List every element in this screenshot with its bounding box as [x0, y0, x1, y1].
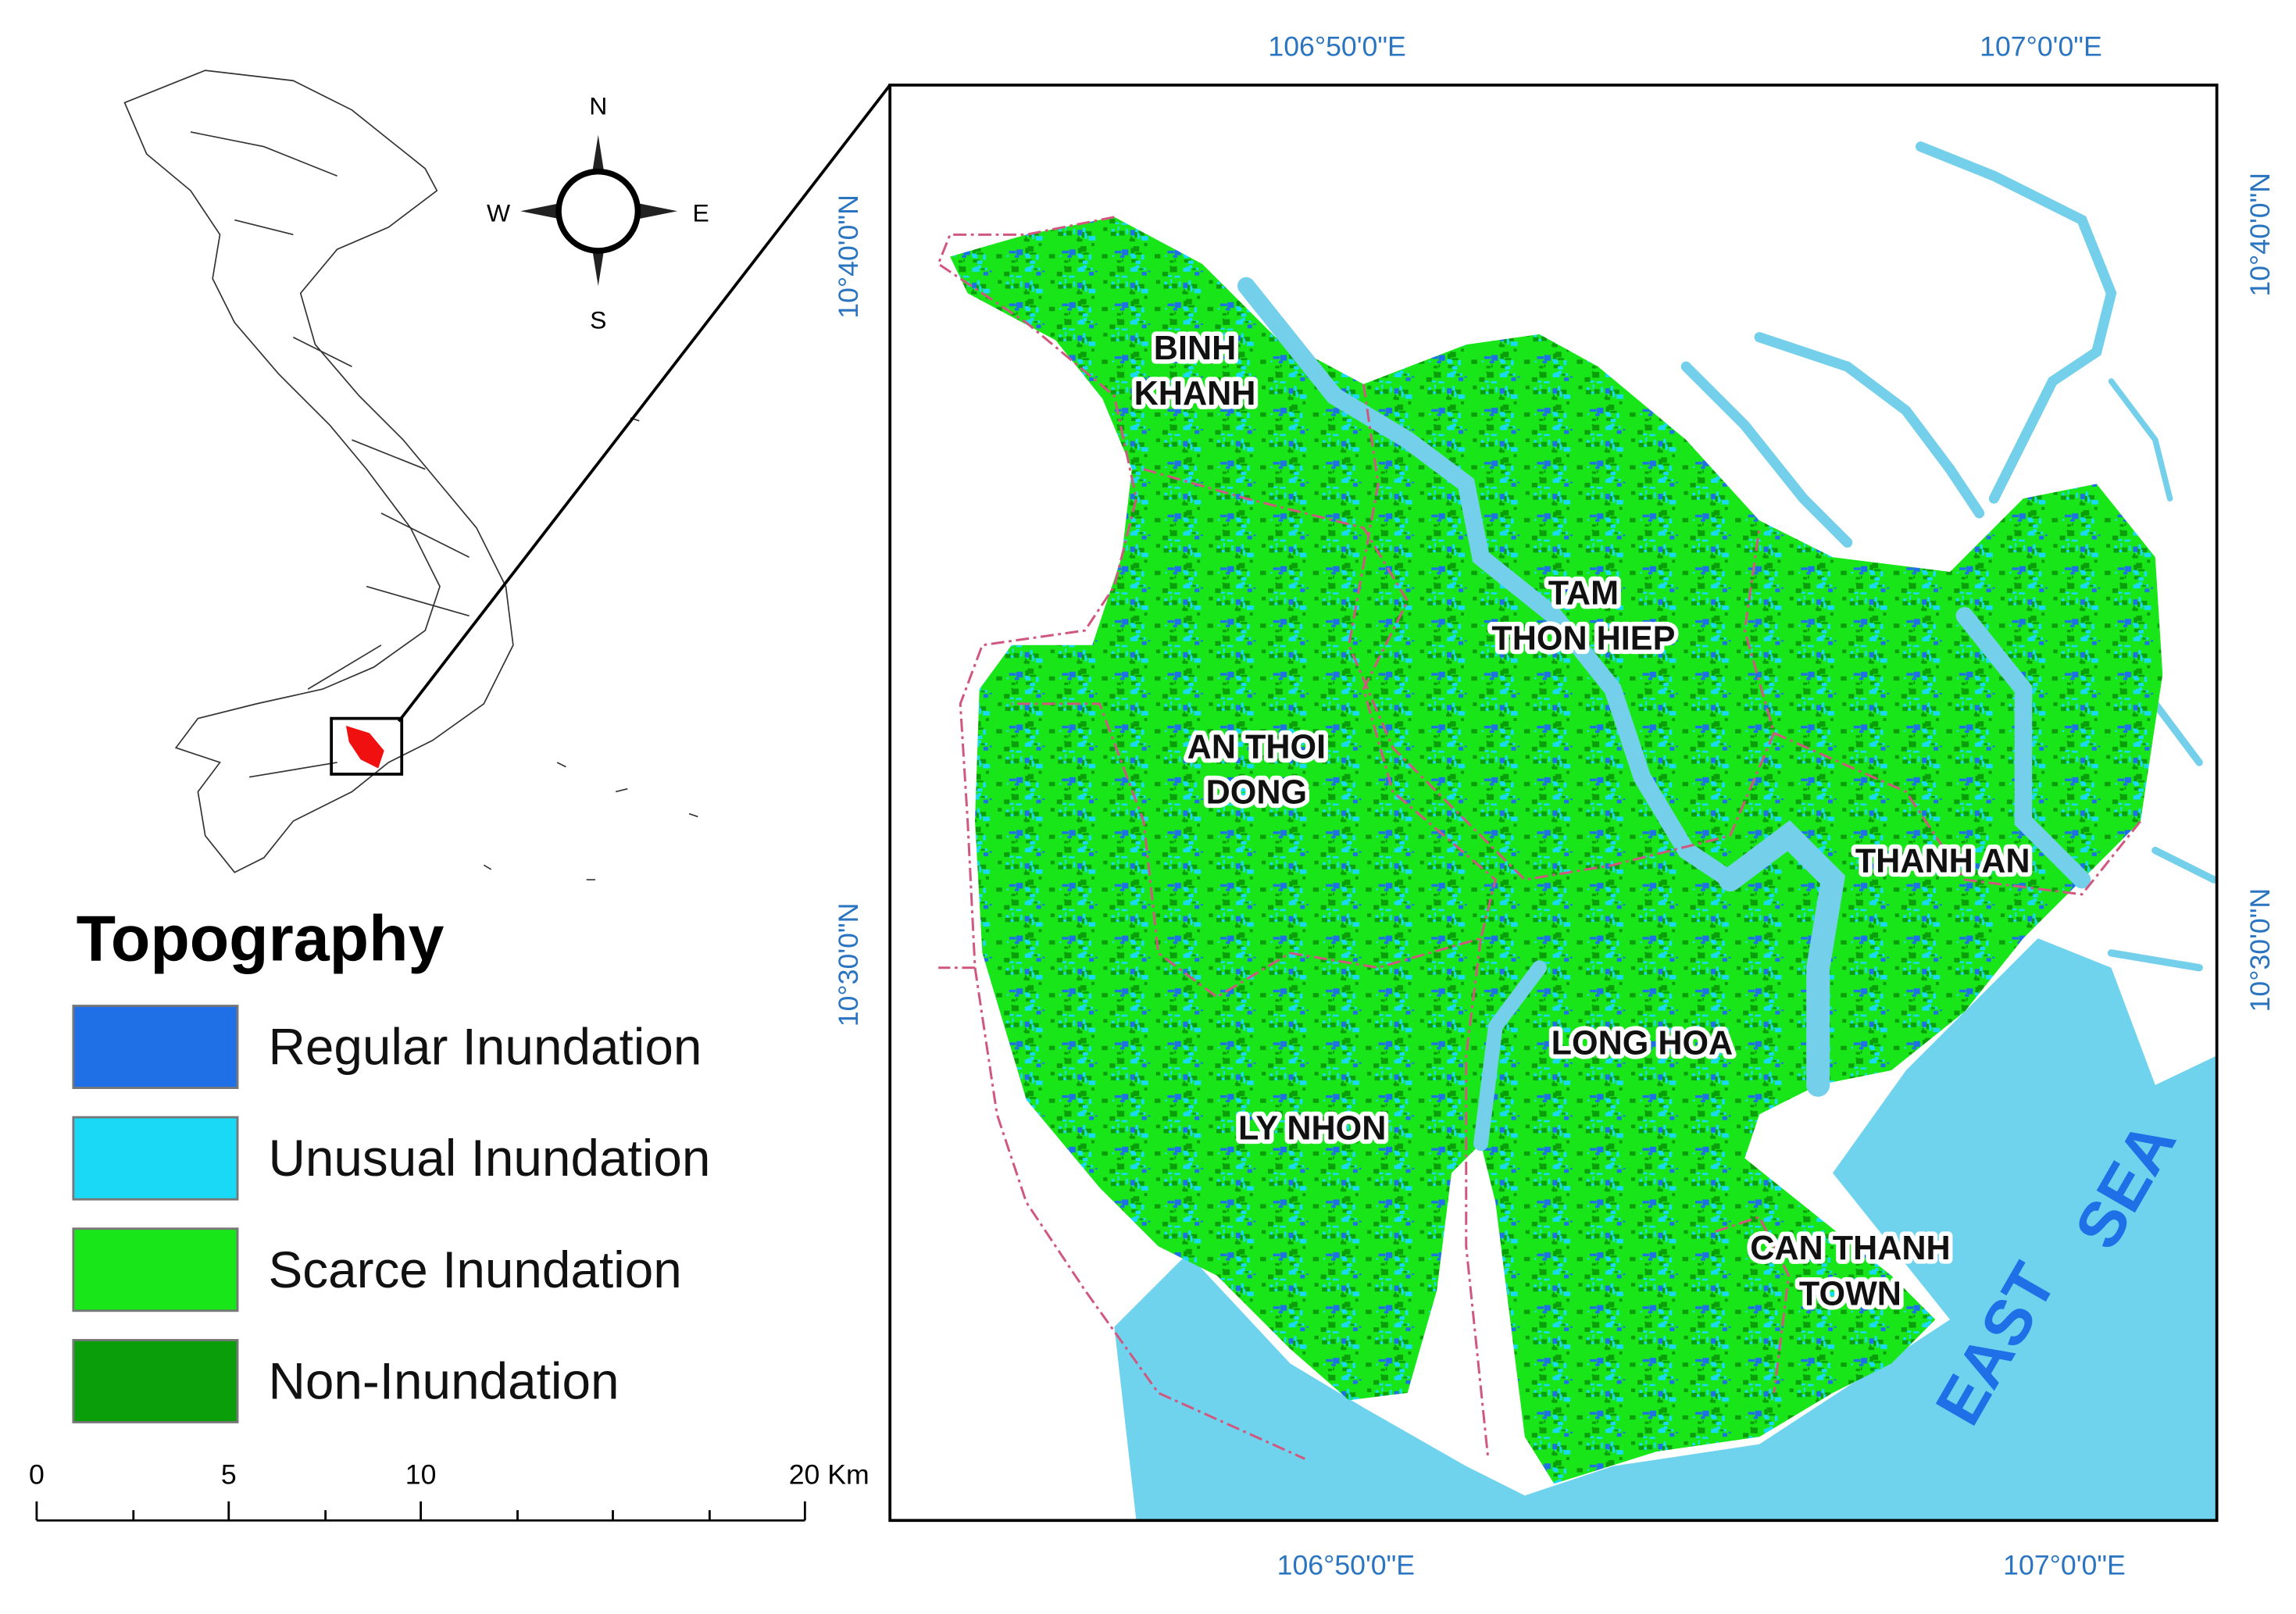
compass-n: N: [589, 91, 607, 120]
legend-swatch: [72, 1338, 239, 1423]
scale-label: 20 Km: [789, 1459, 869, 1490]
coord-label: 10°30'0"N: [833, 903, 864, 1027]
study-area-marker: [345, 726, 384, 769]
legend-swatch: [72, 1227, 239, 1312]
scale-bar: [35, 1501, 806, 1522]
upstream-rivers: [1680, 141, 2217, 972]
place-label: AN THOI: [1187, 728, 1326, 766]
place-label: CAN THANH: [1750, 1230, 1951, 1267]
legend-label: Non-Inundation: [268, 1352, 619, 1409]
compass-s: S: [590, 305, 606, 334]
legend: Regular Inundation Unusual Inundation Scar…: [72, 1005, 710, 1423]
zoom-line: [397, 84, 891, 723]
coord-label: 10°40'0"N: [2244, 173, 2276, 297]
legend-title: Topography: [77, 902, 445, 974]
place-label: TAM: [1548, 574, 1619, 612]
legend-label: Unusual Inundation: [268, 1130, 710, 1187]
coord-label: 106°50'0"E: [1268, 30, 1405, 62]
inset-box: [330, 716, 404, 776]
legend-label: Regular Inundation: [268, 1019, 702, 1076]
place-label: LY NHON: [1238, 1109, 1386, 1147]
compass-w: W: [487, 198, 510, 227]
scale-label: 0: [29, 1459, 45, 1490]
coord-label: 107°0'0"E: [2003, 1550, 2126, 1581]
main-map: BINH KHANH TAM THON HIEP AN THOI DONG THANH AN…: [890, 84, 2217, 1521]
district-boundaries: [937, 216, 2142, 1460]
map-frame: [888, 84, 2219, 1523]
inset-map: [123, 70, 698, 880]
inner-rivers: [1237, 277, 2091, 1152]
compass-e: E: [692, 198, 709, 227]
place-label: BINH: [1154, 330, 1236, 367]
coord-label: 10°40'0"N: [833, 195, 864, 319]
compass: N S W E: [487, 91, 709, 334]
place-label: DONG: [1206, 773, 1307, 811]
scale-label: 10: [405, 1459, 437, 1490]
scale-label: 5: [221, 1459, 237, 1490]
legend-swatch: [72, 1005, 239, 1089]
coord-label: 106°50'0"E: [1277, 1550, 1415, 1581]
land: [950, 216, 2163, 1484]
coord-label: 10°30'0"N: [2244, 888, 2276, 1012]
place-label: LONG HOA: [1551, 1024, 1734, 1062]
place-label: KHANH: [1134, 375, 1256, 412]
sea: [1114, 938, 2217, 1521]
legend-swatch: [72, 1116, 239, 1201]
place-labels: BINH KHANH TAM THON HIEP AN THOI DONG THANH AN…: [1130, 325, 2034, 1317]
place-label: THANH AN: [1855, 843, 2030, 880]
place-label: THON HIEP: [1491, 620, 1675, 657]
place-label: TOWN: [1799, 1275, 1901, 1312]
coord-label: 107°0'0"E: [1980, 30, 2102, 62]
legend-label: Scarce Inundation: [268, 1241, 681, 1298]
